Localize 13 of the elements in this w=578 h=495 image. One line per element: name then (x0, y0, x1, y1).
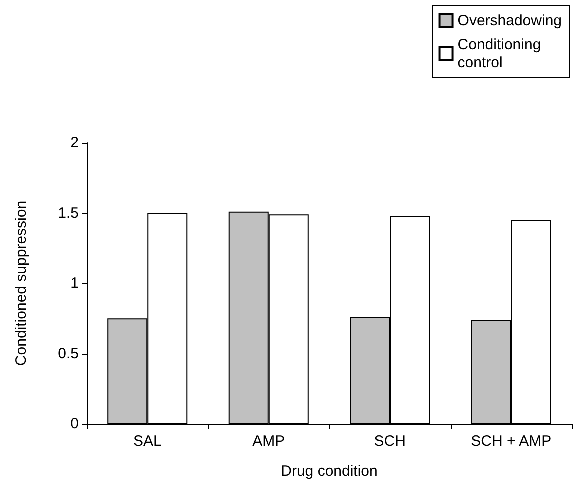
y-tick-label: 1 (70, 275, 79, 292)
y-tick-label: 1.5 (58, 204, 79, 222)
x-tick-label: SAL (133, 433, 162, 450)
x-tick-label: AMP (252, 433, 286, 450)
legend-label: Overshadowing (458, 12, 562, 30)
x-tick-label: SCH + AMP (471, 433, 552, 450)
x-tick-label: SCH (374, 433, 406, 450)
legend-label: Conditioning control (458, 36, 542, 72)
y-tick-label: 2 (70, 134, 79, 152)
y-tick-label: 0 (70, 416, 79, 432)
y-axis-title: Conditioned suppression (13, 200, 30, 366)
y-tick-label: 0.5 (58, 345, 79, 362)
x-axis-title: Drug condition (281, 463, 378, 480)
